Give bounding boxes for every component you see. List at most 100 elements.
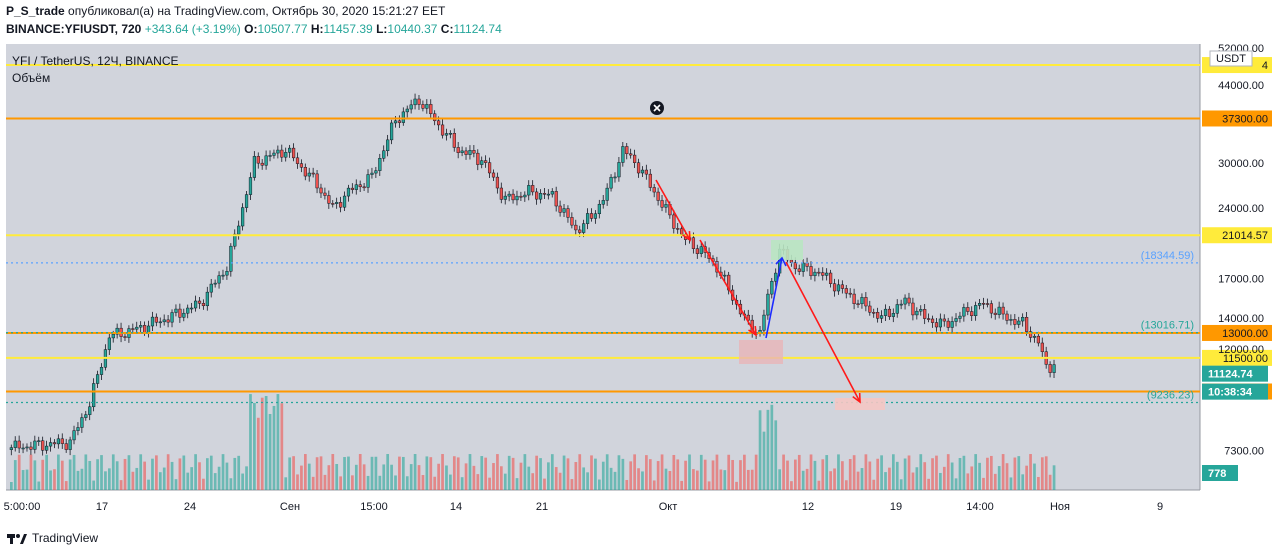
candle: [288, 147, 292, 153]
volume-bar: [578, 454, 582, 490]
volume-bar: [884, 472, 887, 490]
volume-bar: [25, 469, 29, 490]
candle: [844, 288, 848, 294]
volume-bar: [821, 459, 825, 490]
volume-bar: [880, 455, 883, 490]
candle: [966, 307, 970, 312]
volume-bar: [833, 468, 836, 490]
x-tick-6: 21: [536, 501, 548, 513]
candle: [209, 283, 213, 293]
candle: [840, 284, 844, 289]
candle: [123, 336, 127, 338]
candle: [170, 312, 174, 323]
candle: [660, 200, 664, 208]
candle: [915, 310, 919, 316]
volume-bar: [496, 454, 499, 490]
volume-bar: [413, 454, 417, 490]
candle: [648, 173, 652, 188]
candle: [868, 305, 872, 313]
candle: [213, 282, 217, 285]
volume-bar: [707, 481, 711, 490]
candle: [433, 113, 437, 122]
unit-label: USDT: [1216, 53, 1246, 65]
y-tick-0: 44000.00: [1218, 80, 1264, 92]
volume-bar: [386, 454, 390, 490]
candle: [829, 272, 833, 284]
last-price-tag: [1202, 365, 1268, 382]
down-arrow-2: [785, 261, 861, 403]
candle: [45, 445, 49, 451]
author-name: P_S_trade: [6, 4, 65, 18]
volume-bar: [1005, 463, 1009, 490]
volume-bar: [206, 458, 209, 490]
candle: [527, 185, 531, 196]
footer-brand[interactable]: TradingView: [6, 528, 98, 548]
candle: [1013, 319, 1017, 325]
volume-bar: [1013, 457, 1017, 490]
volume-bar: [566, 458, 570, 490]
volume-bar: [711, 460, 715, 490]
candle: [605, 187, 609, 201]
volume-bar: [53, 469, 56, 490]
support-zone-box: [739, 340, 783, 364]
candle: [981, 303, 986, 305]
candle: [295, 157, 300, 164]
volume-bar: [645, 455, 648, 490]
level-tag-1: [1202, 110, 1272, 127]
candle: [609, 176, 613, 189]
volume-bar: [84, 454, 88, 490]
volume-bar: [954, 478, 958, 490]
dotted-level-label-0: (18344.59): [1141, 250, 1194, 262]
volume-bar: [335, 463, 339, 490]
candle: [974, 305, 978, 316]
candle: [625, 146, 629, 155]
volume-bar: [10, 482, 13, 490]
volume-bar: [582, 467, 586, 490]
candle: [644, 169, 648, 175]
candle: [876, 312, 880, 319]
candle: [852, 293, 856, 304]
l-label: L:: [376, 22, 388, 36]
volume-bar: [280, 403, 284, 490]
candle: [358, 184, 362, 188]
volume-bar: [480, 456, 484, 490]
volume-bar: [194, 454, 197, 490]
volume-bar: [198, 462, 201, 490]
volume-bar: [876, 458, 880, 490]
volume-bar: [135, 467, 139, 490]
volume-bar: [735, 481, 738, 490]
volume-bar: [809, 454, 813, 490]
candle: [88, 406, 92, 415]
candle: [472, 150, 476, 154]
candle: [934, 322, 939, 328]
candle: [1040, 342, 1044, 352]
volume-bar: [405, 476, 409, 490]
candle: [582, 223, 586, 233]
volume-bar: [362, 464, 366, 490]
volume-bar: [895, 461, 899, 490]
candle: [13, 440, 17, 448]
candle: [1032, 335, 1037, 338]
legend-volume: Объём: [12, 71, 50, 85]
volume-bar: [892, 454, 895, 490]
candle: [554, 191, 558, 207]
candle: [190, 307, 194, 310]
volume-bar: [80, 468, 84, 490]
candle: [585, 213, 590, 224]
candle: [197, 300, 202, 304]
volume-bar: [539, 458, 542, 490]
volume-bar: [96, 459, 99, 490]
volume-bar: [225, 462, 229, 490]
volume-bar: [770, 404, 774, 490]
volume-bar: [237, 455, 241, 490]
ohlc-line: BINANCE:YFIUSDT, 720 +343.64 (+3.19%) O:…: [6, 22, 502, 36]
candle: [221, 274, 225, 277]
volume-bar: [13, 460, 17, 490]
volume-bar: [249, 394, 252, 490]
volume-bar: [978, 462, 981, 490]
volume-bar: [1033, 463, 1036, 490]
x-tick-1: 17: [96, 501, 108, 513]
volume-bar: [558, 472, 562, 490]
volume-bar: [108, 468, 111, 490]
